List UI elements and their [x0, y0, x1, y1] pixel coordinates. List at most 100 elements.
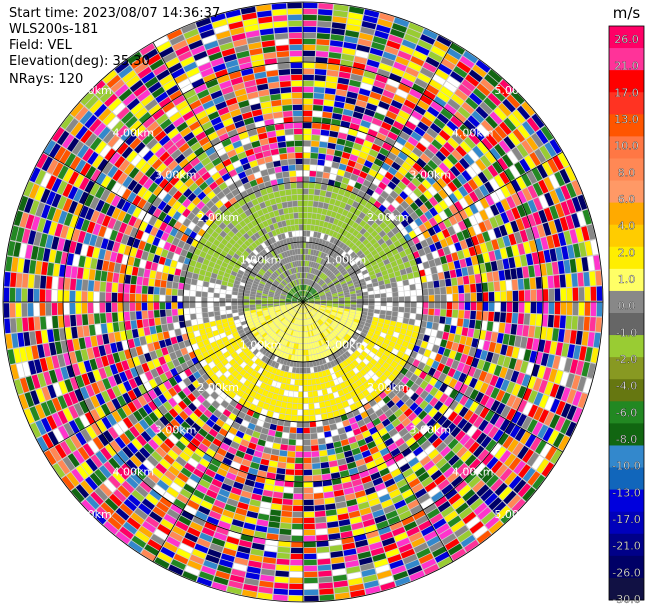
range-gate	[437, 113, 449, 125]
range-gate	[323, 105, 333, 113]
range-gate	[342, 229, 349, 237]
range-gate	[394, 270, 401, 277]
range-gate	[380, 95, 393, 105]
range-gate	[571, 213, 581, 228]
range-gate	[388, 272, 395, 279]
range-gate	[512, 128, 525, 143]
range-gate	[500, 198, 511, 211]
range-gate	[382, 274, 390, 280]
range-gate	[418, 269, 426, 277]
range-gate	[414, 198, 424, 208]
range-gate	[457, 106, 471, 119]
range-gate	[512, 109, 526, 124]
range-gate	[315, 177, 323, 184]
range-gate	[436, 231, 445, 241]
range-gate	[309, 164, 317, 171]
range-gate	[358, 88, 371, 97]
range-gate	[316, 39, 330, 46]
range-gate	[468, 215, 478, 226]
range-gate	[364, 160, 373, 169]
range-gate	[451, 252, 459, 261]
range-gate	[347, 282, 354, 287]
range-gate	[554, 218, 563, 233]
range-gate	[317, 21, 332, 28]
range-gate	[336, 83, 349, 91]
range-gate	[454, 242, 462, 252]
range-gate	[480, 155, 492, 168]
range-gate	[475, 59, 491, 73]
range-gate	[349, 79, 361, 88]
range-gate	[459, 258, 467, 268]
range-gate	[316, 45, 329, 52]
range-gate	[321, 178, 329, 185]
range-gate	[351, 148, 361, 157]
range-gate	[369, 238, 377, 246]
range-gate	[444, 103, 457, 115]
range-gate	[511, 193, 522, 206]
range-gate	[440, 255, 447, 265]
range-gate	[438, 130, 451, 141]
range-gate	[408, 167, 419, 177]
range-gate	[458, 220, 467, 231]
range-gate	[390, 28, 405, 39]
range-gate	[459, 197, 469, 209]
range-gate	[411, 177, 421, 187]
range-gate	[352, 237, 359, 244]
range-gate	[313, 256, 318, 262]
range-gate	[307, 294, 312, 298]
range-gate	[497, 157, 509, 171]
range-gate	[423, 89, 436, 101]
range-gate	[375, 246, 383, 253]
range-gate	[413, 271, 420, 278]
range-gate	[408, 22, 424, 33]
range-gate	[536, 129, 549, 145]
range-gate	[318, 271, 323, 277]
range-gate	[371, 143, 381, 152]
range-gate	[419, 168, 430, 179]
range-gate	[378, 101, 390, 110]
range-gate	[538, 194, 549, 209]
range-gate	[377, 261, 385, 268]
range-gate	[463, 217, 472, 229]
range-gate	[366, 234, 374, 242]
range-gate	[324, 93, 335, 101]
range-gate	[379, 12, 395, 22]
range-gate	[308, 297, 314, 300]
range-gate	[323, 286, 329, 290]
range-gate	[305, 291, 309, 297]
range-gate	[319, 280, 324, 285]
range-gate	[317, 207, 323, 214]
range-gate	[442, 263, 449, 272]
range-gate	[438, 210, 448, 221]
range-gate	[502, 98, 516, 113]
range-gate	[312, 275, 317, 281]
range-gate	[365, 134, 376, 143]
range-gate	[414, 126, 426, 137]
range-gate	[389, 190, 399, 200]
range-gate	[435, 68, 449, 80]
range-gate	[314, 297, 320, 300]
range-gate	[415, 142, 427, 153]
range-gate	[466, 166, 477, 178]
range-gate	[304, 278, 307, 285]
range-gate	[476, 233, 485, 244]
range-gate	[548, 174, 560, 189]
range-gate	[303, 266, 305, 272]
range-gate	[303, 290, 306, 297]
range-gate	[423, 246, 431, 255]
range-gate	[369, 47, 384, 57]
range-gate	[347, 18, 362, 26]
range-gate	[370, 260, 377, 267]
range-gate	[388, 34, 403, 44]
range-gate	[322, 259, 327, 266]
range-gate	[378, 204, 387, 213]
range-gate	[325, 87, 336, 95]
range-gate	[356, 260, 363, 266]
range-gate	[378, 167, 387, 176]
range-gate	[313, 105, 323, 111]
range-gate	[465, 257, 473, 267]
range-gate	[367, 266, 374, 273]
range-gate	[394, 156, 405, 166]
range-gate	[315, 219, 320, 226]
range-gate	[361, 207, 370, 215]
